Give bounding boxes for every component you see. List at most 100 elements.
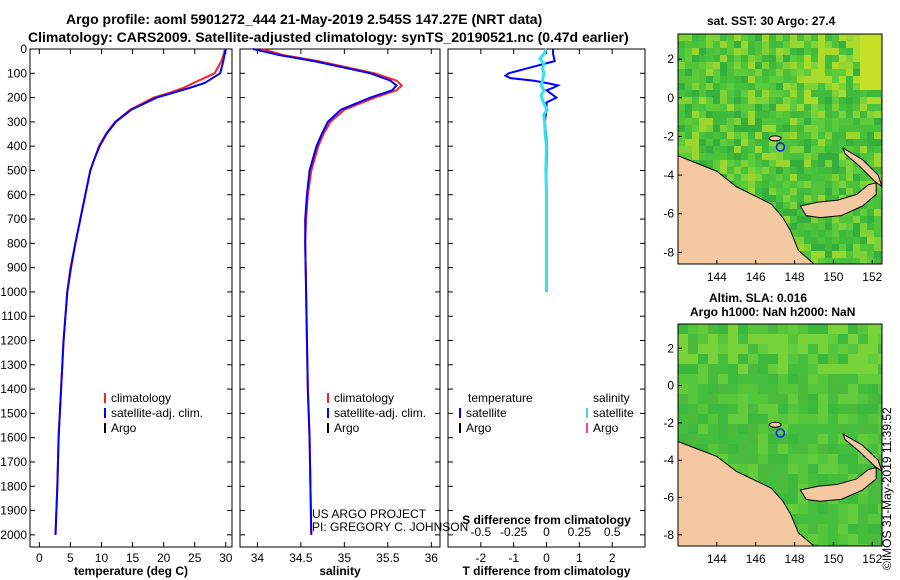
- sla-map-cell: [858, 324, 868, 334]
- sst-map-cell: [741, 146, 748, 153]
- sst-map-cell: [811, 167, 818, 174]
- sla-map-cell: [878, 324, 882, 334]
- profile-title: Argo profile: aoml 5901272_444 21-May-20…: [66, 11, 543, 27]
- sla-map-cell: [768, 454, 778, 464]
- sst-map-cell: [755, 41, 762, 48]
- sst-map-cell: [846, 69, 853, 76]
- sst-map-cell: [734, 160, 741, 167]
- sla-map-cell: [738, 424, 748, 434]
- sst-map-cell: [846, 111, 853, 118]
- sst-map-cell: [755, 188, 762, 195]
- sla-map-cell: [868, 384, 878, 394]
- sst-map-cell: [846, 76, 853, 83]
- sla-map-cell: [848, 394, 858, 404]
- salinity-profile-xtick-label: 35: [338, 551, 352, 565]
- sst-map-cell: [699, 34, 706, 41]
- temperature-profile-xtick-label: 25: [188, 551, 202, 565]
- sst-map-cell: [776, 104, 783, 111]
- sla-map-cell: [848, 474, 858, 484]
- sst-map-cell: [867, 62, 874, 69]
- sla-map-cell: [738, 344, 748, 354]
- sla-map-ytick-label: -4: [663, 453, 674, 467]
- sla-map-cell: [778, 364, 788, 374]
- sst-map-cell: [727, 132, 734, 139]
- sla-map-cell: [748, 424, 758, 434]
- sst-map-cell: [860, 258, 867, 264]
- sst-map-cell: [776, 69, 783, 76]
- sst-map-cell: [769, 139, 776, 146]
- sla-map-cell: [798, 324, 808, 334]
- sst-map-cell: [741, 174, 748, 181]
- sst-map-cell: [867, 251, 874, 258]
- sla-map-cell: [698, 394, 708, 404]
- sst-map-cell: [797, 188, 804, 195]
- sst-map-cell: [811, 160, 818, 167]
- sst-map-cell: [741, 48, 748, 55]
- sst-map-cell: [797, 195, 804, 202]
- sla-map-cell: [828, 404, 838, 414]
- sst-map-cell: [846, 160, 853, 167]
- sst-map-cell: [678, 139, 685, 146]
- sst-map-cell: [867, 139, 874, 146]
- sst-map-cell: [790, 230, 797, 237]
- sst-map-cell: [734, 118, 741, 125]
- sst-map-cell: [867, 97, 874, 104]
- sla-map-cell: [868, 414, 878, 424]
- sla-map-cell: [808, 514, 818, 524]
- depth-tick-label: 600: [7, 188, 27, 202]
- sst-map-cell: [762, 118, 769, 125]
- sst-map-cell: [797, 90, 804, 97]
- sst-map-cell: [699, 90, 706, 97]
- sst-map-cell: [818, 125, 825, 132]
- sla-map-cell: [798, 354, 808, 364]
- sst-map-cell: [699, 111, 706, 118]
- sst-map-cell: [874, 125, 881, 132]
- sst-map-cell: [846, 104, 853, 111]
- sst-map-cell: [825, 76, 832, 83]
- sst-map-cell: [776, 83, 783, 90]
- sst-map-cell: [853, 181, 860, 188]
- difference-profile-xtick-label: 1: [576, 551, 583, 565]
- sst-map-cell: [713, 104, 720, 111]
- sst-map-cell: [811, 62, 818, 69]
- sst-map-cell: [860, 237, 867, 244]
- sla-map-cell: [848, 494, 858, 504]
- sst-map-cell: [685, 125, 692, 132]
- sst-map-cell: [797, 104, 804, 111]
- sst-map-cell: [734, 153, 741, 160]
- sst-map-cell: [734, 139, 741, 146]
- sla-map-ytick-label: -6: [663, 490, 674, 504]
- sst-map-cell: [776, 34, 783, 41]
- sst-map-cell: [713, 132, 720, 139]
- sst-map-cell: [867, 216, 874, 223]
- sla-map-cell: [728, 364, 738, 374]
- sst-map-cell: [720, 104, 727, 111]
- sla-map-cell: [698, 384, 708, 394]
- sla-map-cell: [838, 384, 848, 394]
- sst-map-cell: [874, 216, 881, 223]
- sst-map-cell: [839, 146, 846, 153]
- sst-map-cell: [811, 216, 818, 223]
- sst-map-cell: [748, 174, 755, 181]
- sst-map-cell: [706, 97, 713, 104]
- sst-map-cell: [762, 104, 769, 111]
- sla-map-cell: [808, 364, 818, 374]
- sst-map-cell: [804, 104, 811, 111]
- sla-map-cell: [878, 444, 882, 454]
- sla-map-cell: [868, 404, 878, 414]
- sst-map-cell: [720, 83, 727, 90]
- sst-map-ytick-label: -2: [663, 129, 674, 143]
- sst-map-cell: [769, 41, 776, 48]
- sla-map-cell: [678, 424, 688, 434]
- sst-map-cell: [727, 69, 734, 76]
- sst-map-xtick-label: 146: [746, 270, 766, 284]
- sla-map-cell: [798, 464, 808, 474]
- sla-map-xtick-label: 144: [707, 552, 727, 566]
- sst-map-cell: [769, 97, 776, 104]
- sst-map-cell: [818, 258, 825, 264]
- sst-map-cell: [790, 97, 797, 104]
- sst-map-cell: [818, 160, 825, 167]
- sst-map-cell: [846, 216, 853, 223]
- sst-map-cell: [699, 125, 706, 132]
- sla-map-cell: [738, 464, 748, 474]
